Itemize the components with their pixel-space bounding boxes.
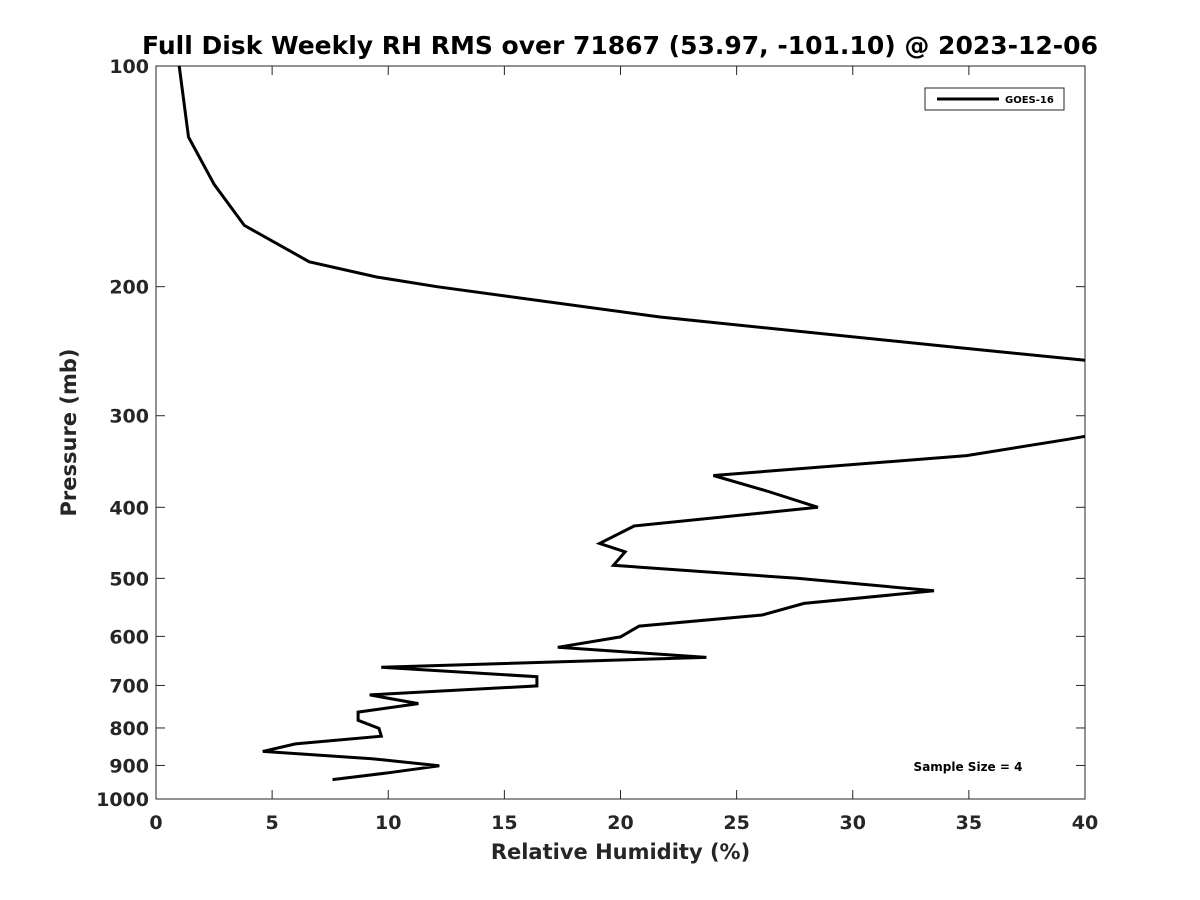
x-tick-label: 5 [266, 812, 279, 834]
sample-size-annotation: Sample Size = 4 [914, 760, 1023, 774]
x-tick-label: 10 [375, 812, 401, 834]
series-line-goes-16 [177, 65, 1086, 362]
legend: GOES-16 [924, 87, 1065, 111]
y-tick-label: 500 [109, 568, 149, 590]
legend-label-goes-16: GOES-16 [1005, 95, 1054, 106]
x-tick-label: 20 [607, 812, 633, 834]
x-axis-label: Relative Humidity (%) [491, 840, 750, 864]
x-tick-label: 15 [491, 812, 517, 834]
y-axis-ticks: 100 200 300 400 500 600 700 800 900 1000 [96, 56, 1085, 811]
x-tick-label: 0 [149, 812, 162, 834]
y-tick-label: 800 [109, 718, 149, 740]
x-tick-label: 25 [723, 812, 749, 834]
y-tick-label: 700 [109, 675, 149, 697]
x-tick-label: 35 [956, 812, 982, 834]
y-tick-label: 1000 [96, 789, 149, 811]
x-tick-label: 30 [840, 812, 866, 834]
y-tick-label: 400 [109, 497, 149, 519]
plot-area-frame [155, 65, 1086, 800]
x-tick-label: 40 [1072, 812, 1098, 834]
y-axis-label: Pressure (mb) [57, 349, 81, 517]
y-tick-label: 200 [109, 277, 149, 299]
chart-title: Full Disk Weekly RH RMS over 71867 (53.9… [142, 31, 1098, 60]
x-axis-ticks: 0 5 10 15 20 25 30 35 40 [149, 66, 1098, 834]
series-line-goes-16 [262, 434, 1086, 782]
y-tick-label: 900 [109, 755, 149, 777]
series-layer [177, 65, 1086, 782]
y-tick-label: 100 [109, 56, 149, 78]
y-tick-label: 300 [109, 406, 149, 428]
y-tick-label: 600 [109, 626, 149, 648]
